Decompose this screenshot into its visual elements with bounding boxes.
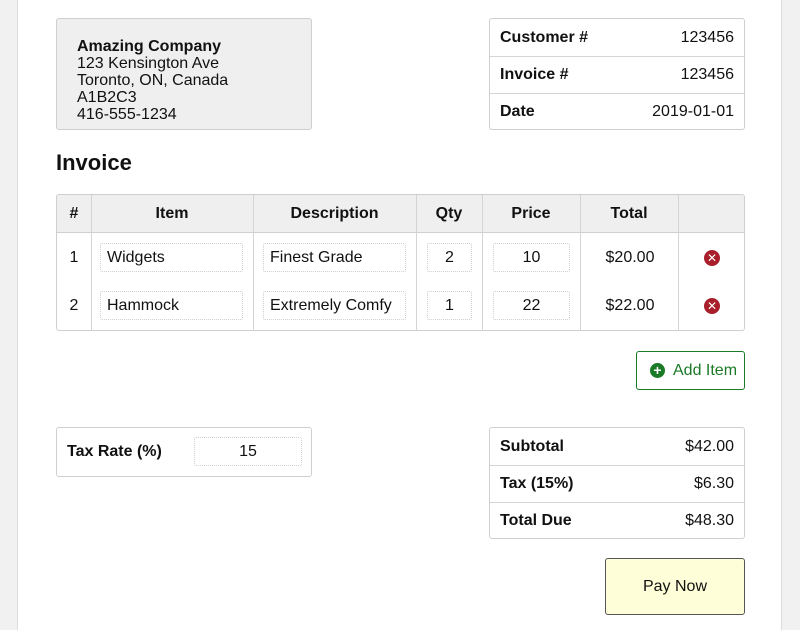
- tax-rate-box: Tax Rate (%) 15: [56, 427, 312, 477]
- company-phone: 416-555-1234: [77, 106, 177, 123]
- invoice-meta-table: Customer # 123456 Invoice # 123456 Date …: [489, 18, 745, 130]
- table-header: [57, 195, 744, 233]
- delete-row-button[interactable]: ✕: [704, 298, 720, 314]
- item-price-input[interactable]: 10: [493, 243, 570, 272]
- item-price-input[interactable]: 22: [493, 291, 570, 320]
- company-name: Amazing Company: [77, 38, 222, 55]
- invoice-page: Amazing Company 123 Kensington Ave Toron…: [17, 0, 782, 630]
- row-number: 1: [69, 249, 79, 266]
- item-description-input[interactable]: Finest Grade: [263, 243, 406, 272]
- pay-now-button[interactable]: Pay Now: [605, 558, 745, 615]
- customer-number-value: 123456: [680, 28, 734, 46]
- date-row: Date 2019-01-01: [490, 93, 744, 130]
- invoice-number-row: Invoice # 123456: [490, 56, 744, 93]
- x-circle-icon: ✕: [706, 251, 718, 265]
- total-due-label: Total Due: [500, 512, 572, 529]
- invoice-number-value: 123456: [680, 66, 734, 83]
- item-total: $22.00: [605, 297, 655, 314]
- company-city-line: Toronto, ON, Canada A1B2C3: [77, 72, 229, 106]
- total-due-value: $48.30: [685, 512, 734, 529]
- date-label: Date: [500, 103, 535, 120]
- line-items-table: # Item Description Qty Price Total 1 Wid…: [56, 194, 745, 331]
- header-price: Price: [511, 205, 551, 222]
- tax-rate-label: Tax Rate (%): [67, 443, 162, 460]
- totals-table: Subtotal $42.00 Tax (15%) $6.30 Total Du…: [489, 427, 745, 539]
- table-row: 1 Widgets Finest Grade 2 10 $20.00 ✕: [57, 234, 744, 282]
- header-total: Total: [610, 205, 648, 222]
- total-due-row: Total Due $48.30: [490, 502, 744, 539]
- header-number: #: [69, 205, 79, 222]
- row-number: 2: [69, 297, 79, 314]
- subtotal-value: $42.00: [685, 437, 734, 455]
- x-circle-icon: ✕: [706, 299, 718, 313]
- add-item-label: Add Item: [673, 361, 738, 379]
- table-row: 2 Hammock Extremely Comfy 1 22 $22.00 ✕: [57, 282, 744, 330]
- company-info: Amazing Company 123 Kensington Ave Toron…: [56, 18, 312, 130]
- plus-circle-icon: +: [650, 363, 665, 378]
- invoice-number-label: Invoice #: [500, 66, 569, 83]
- customer-number-label: Customer #: [500, 28, 589, 46]
- company-address: 123 Kensington Ave: [77, 55, 220, 72]
- header-qty: Qty: [435, 205, 463, 222]
- tax-row: Tax (15%) $6.30: [490, 465, 744, 502]
- tax-amount-label: Tax (15%): [500, 475, 574, 492]
- item-description-input[interactable]: Extremely Comfy: [263, 291, 406, 320]
- customer-number-row: Customer # 123456: [490, 19, 744, 56]
- item-qty-input[interactable]: 2: [427, 243, 472, 272]
- add-item-button[interactable]: + Add Item: [636, 351, 745, 390]
- tax-amount-value: $6.30: [693, 475, 734, 492]
- tax-rate-input[interactable]: 15: [194, 437, 302, 466]
- header-item: Item: [155, 205, 189, 222]
- item-qty-input[interactable]: 1: [427, 291, 472, 320]
- delete-row-button[interactable]: ✕: [704, 250, 720, 266]
- subtotal-label: Subtotal: [500, 437, 564, 455]
- item-name-input[interactable]: Widgets: [100, 243, 243, 272]
- header-description: Description: [290, 205, 379, 222]
- date-value: 2019-01-01: [652, 103, 734, 120]
- item-total: $20.00: [605, 249, 655, 266]
- item-name-input[interactable]: Hammock: [100, 291, 243, 320]
- invoice-heading: Invoice: [56, 150, 132, 175]
- subtotal-row: Subtotal $42.00: [490, 428, 744, 465]
